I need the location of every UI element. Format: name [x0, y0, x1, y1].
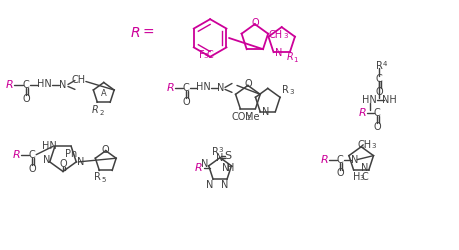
Text: N: N: [206, 180, 213, 190]
Text: CH: CH: [72, 74, 86, 85]
Text: A: A: [101, 89, 106, 98]
Text: R: R: [358, 108, 365, 118]
Text: R: R: [12, 150, 20, 160]
Text: 2: 2: [246, 114, 250, 120]
Text: O: O: [375, 87, 382, 97]
Text: O: O: [244, 80, 251, 90]
Text: N: N: [43, 155, 50, 165]
Text: N: N: [59, 80, 67, 90]
Text: R: R: [211, 147, 218, 157]
Text: 3: 3: [289, 89, 293, 95]
Text: O: O: [28, 164, 36, 173]
Text: H: H: [352, 172, 359, 182]
Text: HN: HN: [196, 82, 210, 92]
Text: 4: 4: [382, 61, 386, 67]
Text: C: C: [336, 154, 343, 164]
Text: Ph: Ph: [65, 149, 77, 159]
Text: N: N: [221, 163, 229, 173]
Text: 3: 3: [282, 33, 287, 39]
Text: O: O: [336, 168, 343, 178]
Text: C: C: [373, 108, 380, 118]
Text: R: R: [194, 162, 202, 172]
Text: S: S: [224, 151, 231, 161]
Text: R: R: [285, 52, 292, 62]
Text: 3: 3: [358, 175, 363, 181]
Text: 5: 5: [101, 177, 105, 183]
Text: N: N: [350, 154, 357, 164]
Text: R: R: [282, 86, 288, 96]
Text: H: H: [226, 163, 234, 173]
Text: N: N: [76, 157, 84, 167]
Text: O: O: [102, 145, 109, 155]
Text: R: R: [6, 80, 13, 90]
Text: 2: 2: [99, 110, 103, 116]
Text: C: C: [360, 172, 367, 182]
Text: CH: CH: [356, 140, 370, 150]
Text: 3: 3: [203, 53, 208, 59]
Text: C: C: [375, 74, 381, 84]
Text: HN: HN: [361, 95, 376, 105]
Text: CO: CO: [230, 112, 245, 122]
Text: C: C: [29, 150, 35, 160]
Text: O: O: [373, 122, 380, 132]
Text: 3: 3: [371, 143, 375, 149]
Text: Me: Me: [245, 112, 259, 122]
Text: R: R: [92, 105, 99, 115]
Text: HN: HN: [37, 80, 51, 90]
Text: N: N: [201, 159, 208, 169]
Text: N: N: [216, 153, 223, 163]
Text: O: O: [182, 97, 190, 107]
Text: C: C: [206, 50, 213, 60]
Text: N: N: [262, 107, 269, 117]
Text: C: C: [183, 84, 189, 94]
Text: R: R: [94, 172, 101, 182]
Text: CH: CH: [268, 30, 282, 40]
Text: N: N: [217, 84, 224, 94]
Text: N: N: [221, 180, 228, 190]
Text: C: C: [23, 80, 29, 90]
Text: R: R: [130, 26, 140, 40]
Text: O: O: [59, 158, 67, 168]
Text: O: O: [22, 94, 30, 104]
Text: F: F: [199, 50, 205, 60]
Text: 3: 3: [218, 147, 223, 153]
Text: HN: HN: [42, 142, 57, 152]
Text: R: R: [375, 61, 382, 71]
Text: R: R: [320, 154, 328, 164]
Text: O: O: [251, 18, 258, 28]
Text: 1: 1: [293, 57, 297, 63]
Text: =: =: [142, 26, 154, 40]
Text: N: N: [360, 163, 368, 173]
Text: R: R: [166, 84, 174, 94]
Text: NH: NH: [381, 95, 396, 105]
Text: N: N: [274, 48, 282, 58]
